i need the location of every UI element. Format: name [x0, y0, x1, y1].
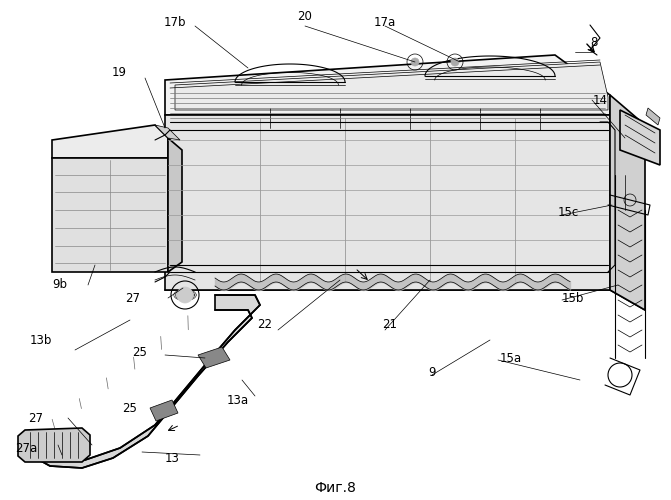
Text: 19: 19: [112, 66, 127, 78]
Polygon shape: [165, 115, 610, 290]
Polygon shape: [620, 110, 660, 165]
Polygon shape: [52, 125, 168, 158]
Circle shape: [451, 58, 459, 66]
Text: 9: 9: [428, 366, 435, 378]
Text: 25: 25: [123, 402, 138, 414]
Circle shape: [177, 287, 193, 303]
Text: 15b: 15b: [562, 292, 584, 304]
Polygon shape: [175, 62, 608, 110]
Polygon shape: [18, 428, 90, 462]
Text: 20: 20: [297, 10, 313, 22]
Text: 13b: 13b: [30, 334, 52, 346]
Polygon shape: [198, 347, 230, 368]
Polygon shape: [646, 108, 660, 125]
Polygon shape: [165, 55, 610, 115]
Text: 9b: 9b: [52, 278, 67, 291]
Text: 8: 8: [590, 36, 597, 49]
Text: 13a: 13a: [227, 394, 249, 406]
Polygon shape: [52, 158, 168, 272]
Polygon shape: [155, 125, 180, 140]
Polygon shape: [610, 95, 645, 310]
Text: 17a: 17a: [374, 16, 396, 28]
Polygon shape: [150, 400, 178, 421]
Text: 14: 14: [593, 94, 608, 106]
Text: 15c: 15c: [558, 206, 579, 218]
Text: 17b: 17b: [164, 16, 187, 28]
Text: 13: 13: [164, 452, 179, 464]
Text: 27a: 27a: [15, 442, 38, 454]
Text: Фиг.8: Фиг.8: [314, 481, 356, 495]
Text: 15a: 15a: [500, 352, 522, 364]
Text: 27: 27: [125, 292, 140, 304]
Polygon shape: [168, 138, 182, 272]
Text: 21: 21: [382, 318, 397, 332]
Polygon shape: [25, 295, 260, 468]
Text: 22: 22: [258, 318, 272, 332]
Text: 27: 27: [28, 412, 43, 424]
Circle shape: [411, 58, 419, 66]
Text: 25: 25: [133, 346, 148, 358]
